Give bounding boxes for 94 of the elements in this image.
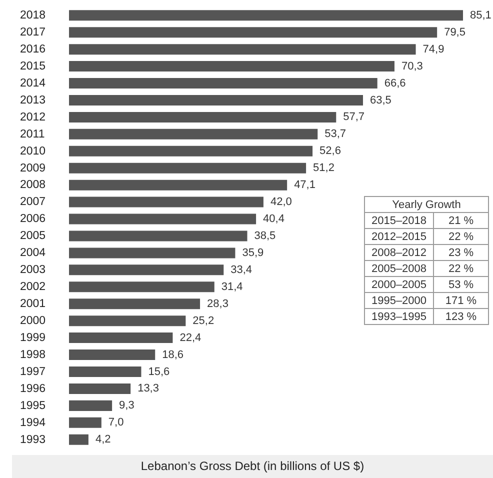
data-label: 47,1 bbox=[294, 179, 316, 192]
bar bbox=[69, 44, 416, 55]
data-label: 23 % bbox=[434, 244, 488, 260]
data-label: 40,4 bbox=[263, 213, 284, 226]
bar bbox=[69, 27, 438, 38]
bar bbox=[69, 230, 248, 242]
category-label: 2008–2012 bbox=[364, 244, 434, 260]
bar bbox=[69, 282, 214, 292]
data-label: 79,5 bbox=[444, 26, 466, 38]
data-label: 38,5 bbox=[254, 230, 276, 242]
data-label: 22,4 bbox=[180, 332, 202, 344]
data-label: 53 % bbox=[434, 276, 488, 292]
data-label: 74,9 bbox=[422, 43, 444, 56]
data-label: 52,6 bbox=[320, 145, 341, 158]
data-label: 18,6 bbox=[162, 348, 184, 361]
data-label: 9,3 bbox=[119, 400, 134, 412]
y-tick-label: 2016 bbox=[20, 43, 46, 56]
y-tick-label: 2011 bbox=[20, 128, 45, 140]
data-label: 4,2 bbox=[95, 434, 111, 446]
data-label: 15,6 bbox=[148, 366, 170, 378]
bar bbox=[69, 400, 112, 411]
y-tick-label: 2006 bbox=[20, 213, 46, 226]
data-label: 70,3 bbox=[401, 60, 423, 72]
y-tick-label: 2004 bbox=[20, 247, 46, 260]
bar bbox=[69, 434, 88, 445]
category-label: 2000–2005 bbox=[364, 276, 434, 292]
data-label: 25,2 bbox=[192, 314, 214, 327]
bar bbox=[69, 350, 156, 360]
y-tick-label: 2010 bbox=[20, 145, 46, 158]
category-label: 1995–2000 bbox=[364, 292, 434, 308]
bar bbox=[69, 298, 200, 310]
y-tick-label: 2000 bbox=[20, 315, 46, 328]
y-tick-label: 2009 bbox=[20, 162, 46, 174]
bar bbox=[69, 196, 264, 208]
y-tick-label: 2002 bbox=[20, 281, 46, 294]
bar bbox=[69, 94, 363, 106]
y-tick-label: 2014 bbox=[20, 77, 46, 90]
bar bbox=[69, 214, 256, 224]
bar bbox=[69, 112, 336, 122]
y-tick-label: 2013 bbox=[20, 94, 46, 106]
y-tick-label: 2015 bbox=[20, 60, 46, 72]
y-tick-label: 1999 bbox=[20, 332, 46, 344]
y-tick-label: 2001 bbox=[20, 298, 46, 310]
data-label: 85,1 bbox=[470, 9, 492, 22]
data-label: 28,3 bbox=[207, 298, 228, 310]
bar bbox=[69, 383, 131, 394]
y-tick-label: 1993 bbox=[20, 434, 46, 446]
y-tick-label: 2018 bbox=[20, 10, 46, 22]
y-tick-label: 2008 bbox=[20, 179, 46, 192]
bar bbox=[69, 316, 186, 326]
data-label: 42,0 bbox=[270, 196, 292, 208]
data-label: 31,4 bbox=[221, 280, 243, 293]
bar bbox=[69, 61, 394, 72]
y-tick-label: 1995 bbox=[20, 400, 46, 412]
text: Lebanon’s Gross Debt (in billions of US $) bbox=[12, 455, 493, 478]
category-label: 2015–2018 bbox=[364, 212, 434, 228]
data-label: 35,9 bbox=[242, 246, 264, 259]
bar bbox=[69, 264, 224, 276]
y-tick-label: 1996 bbox=[20, 382, 46, 395]
text: Yearly Growth bbox=[364, 196, 488, 212]
data-label: 57,7 bbox=[343, 111, 365, 124]
data-label: 171 % bbox=[434, 292, 488, 308]
data-label: 7,0 bbox=[108, 416, 124, 429]
y-tick-label: 1994 bbox=[20, 416, 46, 429]
data-label: 33,4 bbox=[230, 264, 252, 276]
bar bbox=[69, 146, 313, 156]
category-label: 2012–2015 bbox=[364, 228, 434, 244]
bar bbox=[69, 332, 173, 344]
bar bbox=[69, 10, 463, 21]
data-label: 22 % bbox=[434, 228, 488, 244]
data-label: 123 % bbox=[434, 308, 488, 324]
y-tick-label: 2007 bbox=[20, 196, 46, 208]
y-tick-label: 1998 bbox=[20, 348, 46, 361]
y-tick-label: 2005 bbox=[20, 230, 46, 242]
y-tick-label: 2017 bbox=[20, 26, 46, 39]
bar bbox=[69, 248, 236, 258]
category-label: 2005–2008 bbox=[364, 260, 434, 276]
data-label: 66,6 bbox=[384, 77, 406, 90]
category-label: 1993–1995 bbox=[364, 308, 434, 324]
y-tick-label: 1997 bbox=[20, 366, 46, 378]
bar bbox=[69, 366, 142, 377]
bar bbox=[69, 128, 318, 140]
y-tick-label: 2003 bbox=[20, 264, 46, 276]
bar bbox=[69, 180, 288, 190]
data-label: 53,7 bbox=[324, 128, 346, 140]
y-tick-label: 2012 bbox=[20, 111, 46, 124]
bar bbox=[69, 78, 378, 89]
data-label: 63,5 bbox=[370, 94, 392, 106]
bar bbox=[69, 162, 306, 174]
data-label: 22 % bbox=[434, 260, 488, 276]
data-label: 21 % bbox=[434, 212, 488, 228]
data-label: 13,3 bbox=[138, 382, 159, 395]
data-label: 51,2 bbox=[313, 162, 334, 174]
bar bbox=[69, 417, 102, 428]
